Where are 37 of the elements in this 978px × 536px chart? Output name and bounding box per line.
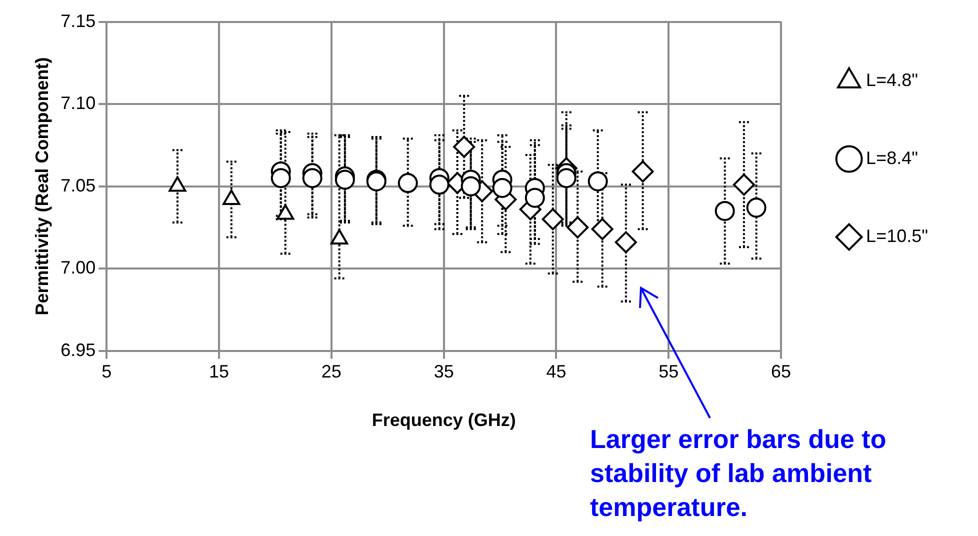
point [302,168,322,188]
text: Larger error bars due to stability of lab ambient temperature. [590,423,888,524]
y-tick-label: 7.10 [60,93,96,114]
point [588,171,608,192]
point [398,173,418,194]
y-axis-title: Permittivity (Real Component) [32,57,52,316]
x-tick-label: 5 [102,362,112,382]
y-tick-label: 6.95 [60,340,96,360]
x-tick-label: 35 [434,362,454,382]
point [591,218,614,240]
x-tick-label: 15 [209,362,230,382]
y-tick-label: 7.00 [60,258,96,278]
point [732,174,755,196]
x-axis-title: Frequency (GHz) [372,410,516,430]
point [632,160,654,182]
legend-label: L=8.4" [866,148,918,168]
point [270,168,291,188]
point [566,216,589,238]
point [714,200,735,221]
point [334,170,355,190]
y-tick-label: 7.15 [60,10,96,31]
x-tick-label: 45 [546,362,566,382]
legend-label: L=10.5" [866,226,928,246]
point [556,168,576,188]
point [492,178,512,198]
point [524,188,545,208]
point [746,198,766,218]
x-tick-label: 25 [321,362,342,382]
point [429,174,450,195]
x-tick-label: 65 [771,362,792,382]
x-tick-label: 55 [658,362,679,382]
point [460,176,481,196]
point [614,231,637,254]
legend-label: L=4.8" [866,70,918,90]
point [453,136,476,158]
point [542,208,564,230]
y-tick-label: 7.05 [60,175,96,196]
